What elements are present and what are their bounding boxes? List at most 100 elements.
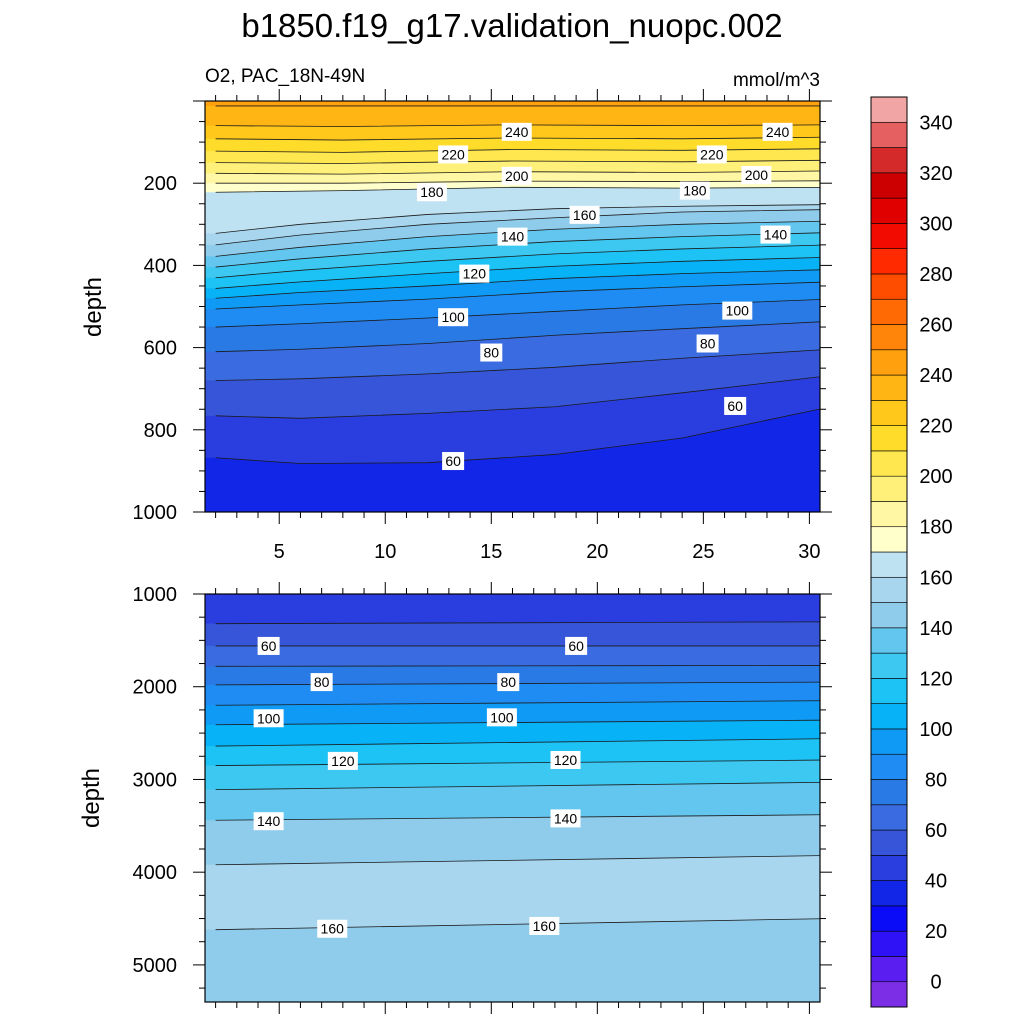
colorbar-swatch: [870, 96, 908, 123]
upper-contour-label: 240: [501, 122, 532, 141]
lower-contour-140: [215, 814, 820, 821]
colorbar-swatch: [870, 703, 908, 730]
upper-contour-label: 60: [442, 452, 465, 471]
colorbar-tick-label: 80: [925, 770, 947, 792]
lower-y-tick-label: 1000: [133, 584, 178, 606]
svg-text:180: 180: [683, 183, 707, 199]
chart-title: b1850.f19_g17.validation_nuopc.002: [241, 7, 782, 44]
colorbar-swatch: [870, 880, 908, 907]
colorbar-swatch: [870, 779, 908, 806]
colorbar-swatch: [870, 576, 908, 603]
upper-x-tick-label: 25: [692, 541, 714, 563]
svg-text:240: 240: [505, 124, 529, 140]
upper-contour-50: [215, 408, 820, 464]
upper-panel: 200 400 600 800 1000 5 10 15 20 25 30 240 240 220 220 2…: [133, 89, 832, 563]
upper-contour-label: 140: [760, 225, 791, 244]
colorbar-tick-label: 200: [919, 466, 952, 488]
colorbar-tick-label: 140: [919, 618, 952, 640]
lower-contour-label: 160: [529, 916, 560, 935]
lower-contour-50: [215, 621, 820, 625]
colorbar-swatch: [870, 526, 908, 553]
upper-contour-60: [215, 376, 820, 419]
colorbar-swatch: [870, 804, 908, 831]
lower-contour-70: [215, 665, 820, 667]
colorbar-swatch: [870, 450, 908, 477]
svg-text:80: 80: [500, 674, 516, 690]
colorbar-tick-label: 0: [930, 972, 941, 994]
colorbar: 0 20 40 60 80 100 120 140 160 180 200 220 240 260 280 3…: [870, 96, 953, 1008]
colorbar-swatch: [870, 905, 908, 932]
upper-contour-180: [215, 186, 820, 193]
colorbar-tick-label: 320: [919, 163, 952, 185]
lower-y-tick-label: 3000: [133, 769, 178, 791]
svg-text:220: 220: [441, 146, 465, 162]
upper-contour-150: [215, 220, 820, 257]
svg-text:120: 120: [331, 753, 355, 769]
colorbar-swatch: [870, 602, 908, 629]
svg-text:200: 200: [505, 168, 529, 184]
upper-contour-label: 200: [741, 165, 772, 184]
svg-text:60: 60: [727, 398, 743, 414]
svg-text:220: 220: [700, 146, 724, 162]
colorbar-swatch: [870, 298, 908, 325]
colorbar-tick-label: 100: [919, 719, 952, 741]
lower-contour-label: 100: [253, 709, 284, 728]
colorbar-tick-label: 280: [919, 264, 952, 286]
lower-contour-150: [215, 855, 820, 866]
colorbar-swatch: [870, 374, 908, 401]
colorbar-tick-label: 60: [925, 820, 947, 842]
lower-contour-label: 140: [550, 809, 581, 828]
upper-contour-label: 60: [724, 396, 747, 415]
upper-contour-label: 140: [497, 227, 528, 246]
lower-contour-label: 120: [550, 750, 581, 769]
units-subtitle: mmol/m^3: [733, 70, 820, 91]
upper-contour-label: 100: [438, 308, 469, 327]
upper-contour-label: 80: [480, 343, 503, 362]
upper-contour-label: 180: [679, 181, 710, 200]
upper-contour-130: [215, 244, 820, 279]
colorbar-tick-label: 120: [919, 668, 952, 690]
upper-contour-160: [215, 209, 820, 246]
colorbar-tick-label: 40: [925, 871, 947, 893]
colorbar-swatch: [870, 501, 908, 528]
lower-contour-label: 120: [327, 751, 358, 770]
lower-contour-label: 80: [310, 673, 333, 692]
svg-text:160: 160: [533, 918, 557, 934]
upper-contour-140: [215, 232, 820, 268]
colorbar-swatch: [870, 829, 908, 856]
svg-text:60: 60: [261, 638, 277, 654]
lower-contour-110: [215, 738, 820, 747]
svg-text:80: 80: [484, 345, 500, 361]
upper-contour-label: 80: [696, 334, 719, 353]
colorbar-swatch: [870, 678, 908, 704]
upper-y-tick-label: 800: [144, 420, 177, 442]
colorbar-swatch: [870, 197, 908, 224]
colorbar-swatch: [870, 273, 908, 300]
upper-y-tick-label: 400: [144, 255, 177, 277]
svg-text:160: 160: [321, 921, 345, 937]
lower-contour-label: 160: [317, 919, 348, 938]
variable-subtitle: O2, PAC_18N-49N: [205, 66, 365, 87]
upper-x-tick-label: 10: [374, 541, 396, 563]
colorbar-swatch: [870, 475, 908, 502]
upper-contour-label: 100: [722, 301, 753, 320]
svg-text:100: 100: [257, 710, 281, 726]
colorbar-swatch: [870, 981, 908, 1008]
colorbar-tick-label: 300: [919, 213, 952, 235]
lower-y-axis-label: depth: [78, 768, 105, 828]
colorbar-swatch: [870, 753, 908, 780]
upper-y-tick-label: 1000: [133, 502, 178, 524]
svg-text:120: 120: [463, 266, 487, 282]
svg-text:180: 180: [420, 184, 444, 200]
colorbar-swatch: [870, 172, 908, 199]
svg-text:140: 140: [257, 813, 281, 829]
upper-contour-120: [215, 257, 820, 289]
upper-contour-label: 160: [569, 205, 600, 224]
upper-contour-label: 220: [696, 145, 727, 164]
svg-text:200: 200: [745, 167, 769, 183]
svg-text:140: 140: [501, 229, 525, 245]
colorbar-swatch: [870, 728, 908, 755]
colorbar-tick-label: 180: [919, 517, 952, 539]
lower-contour-label: 60: [565, 636, 588, 655]
upper-contour-label: 180: [416, 183, 447, 202]
